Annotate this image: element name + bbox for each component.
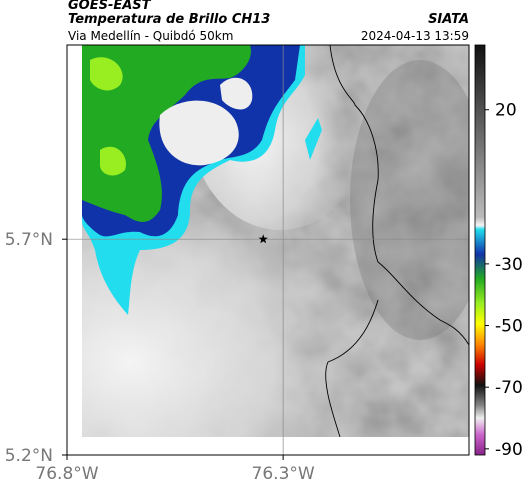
region-label: Via Medellín - Quibdó 50km bbox=[68, 29, 233, 43]
x-tick-label: 76.3°W bbox=[252, 464, 315, 484]
colorbar-tick-label: -70 bbox=[495, 378, 523, 398]
timestamp: 2024-04-13 13:59 bbox=[361, 29, 469, 43]
colorbar-tick-label: -30 bbox=[495, 255, 523, 275]
satellite-name: GOES-EAST bbox=[68, 0, 152, 13]
colorbar-tick-label: -50 bbox=[495, 317, 523, 337]
agency: SIATA bbox=[428, 12, 469, 27]
colorbar-tick-label: 20 bbox=[495, 101, 517, 121]
y-tick-label: 5.7°N bbox=[5, 230, 53, 250]
station-marker bbox=[258, 234, 268, 244]
satellite-image bbox=[82, 45, 469, 437]
colorbar-tick-label: -90 bbox=[495, 440, 523, 460]
product-title: Temperatura de Brillo CH13 bbox=[68, 12, 270, 27]
x-tick-label: 76.8°W bbox=[35, 464, 98, 484]
y-tick-label: 5.2°N bbox=[5, 446, 53, 466]
colorbar bbox=[474, 44, 486, 456]
map-frame bbox=[66, 44, 470, 456]
